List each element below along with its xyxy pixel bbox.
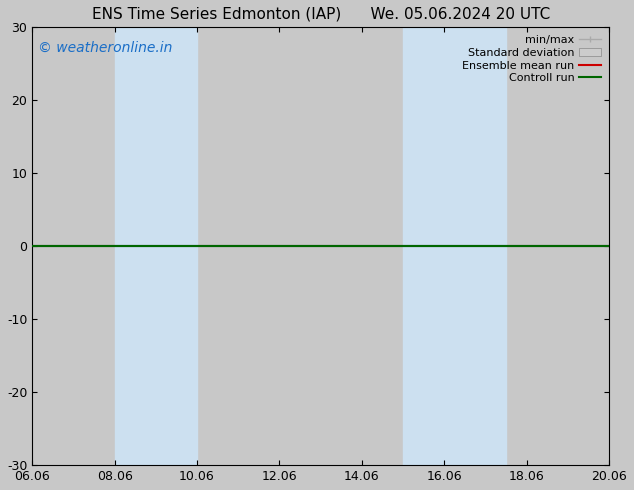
Legend: min/max, Standard deviation, Ensemble mean run, Controll run: min/max, Standard deviation, Ensemble me…	[460, 33, 604, 86]
Bar	[115, 27, 197, 465]
Bar	[403, 27, 506, 465]
Text: © weatheronline.in: © weatheronline.in	[38, 40, 172, 54]
Title: ENS Time Series Edmonton (IAP)      We. 05.06.2024 20 UTC: ENS Time Series Edmonton (IAP) We. 05.06…	[91, 7, 550, 22]
